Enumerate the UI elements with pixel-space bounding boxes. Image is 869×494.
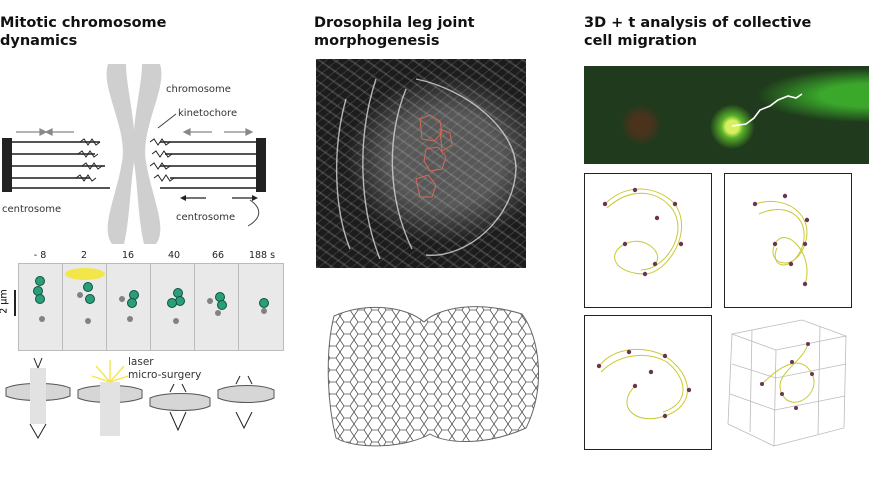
- scale-bar: [14, 290, 16, 316]
- time-label: 188 s: [248, 250, 276, 261]
- kinetochore-label: kinetochore: [178, 108, 238, 119]
- trajectory-3d-plot: [727, 319, 848, 447]
- time-label: 66: [211, 250, 225, 261]
- mitotic-spindle-diagram: [2, 64, 266, 244]
- centrosome-right-label: centrosome: [176, 212, 236, 223]
- leg-joint-mesh: [327, 306, 539, 447]
- timelapse-frame: [194, 263, 240, 351]
- left-panel-title: Mitotic chromosome dynamics: [0, 15, 167, 49]
- trajectory-plot: [724, 173, 852, 308]
- time-label: 2: [80, 250, 88, 261]
- laser-label: laser: [128, 356, 154, 368]
- timelapse-frame: [150, 263, 196, 351]
- chromosome-label: chromosome: [166, 84, 231, 95]
- time-label: 16: [121, 250, 135, 261]
- cell-migration-fluorescence-image: [584, 66, 869, 164]
- right-panel-title: 3D + t analysis of collective cell migra…: [584, 15, 812, 49]
- scale-bar-label: 2 µm: [0, 289, 10, 313]
- time-label: - 8: [33, 250, 47, 261]
- time-label: 40: [167, 250, 181, 261]
- timelapse-frame: [238, 263, 284, 351]
- trajectory-plot: [584, 315, 712, 450]
- centrosome-left-label: centrosome: [2, 204, 62, 215]
- drosophila-fluorescence-image: [316, 59, 526, 268]
- trajectory-plot: [584, 173, 712, 308]
- timelapse-frame: [106, 263, 152, 351]
- laser-spot: [65, 268, 105, 280]
- migration-track: [731, 93, 803, 127]
- micro-surgery-label: micro-surgery: [128, 369, 202, 381]
- micro-surgery-schematic: [5, 357, 275, 440]
- middle-panel-title: Drosophila leg joint morphogenesis: [314, 15, 475, 49]
- timelapse-frame: [18, 263, 64, 351]
- timelapse-frame: [62, 263, 108, 351]
- cell-contours: [335, 78, 517, 260]
